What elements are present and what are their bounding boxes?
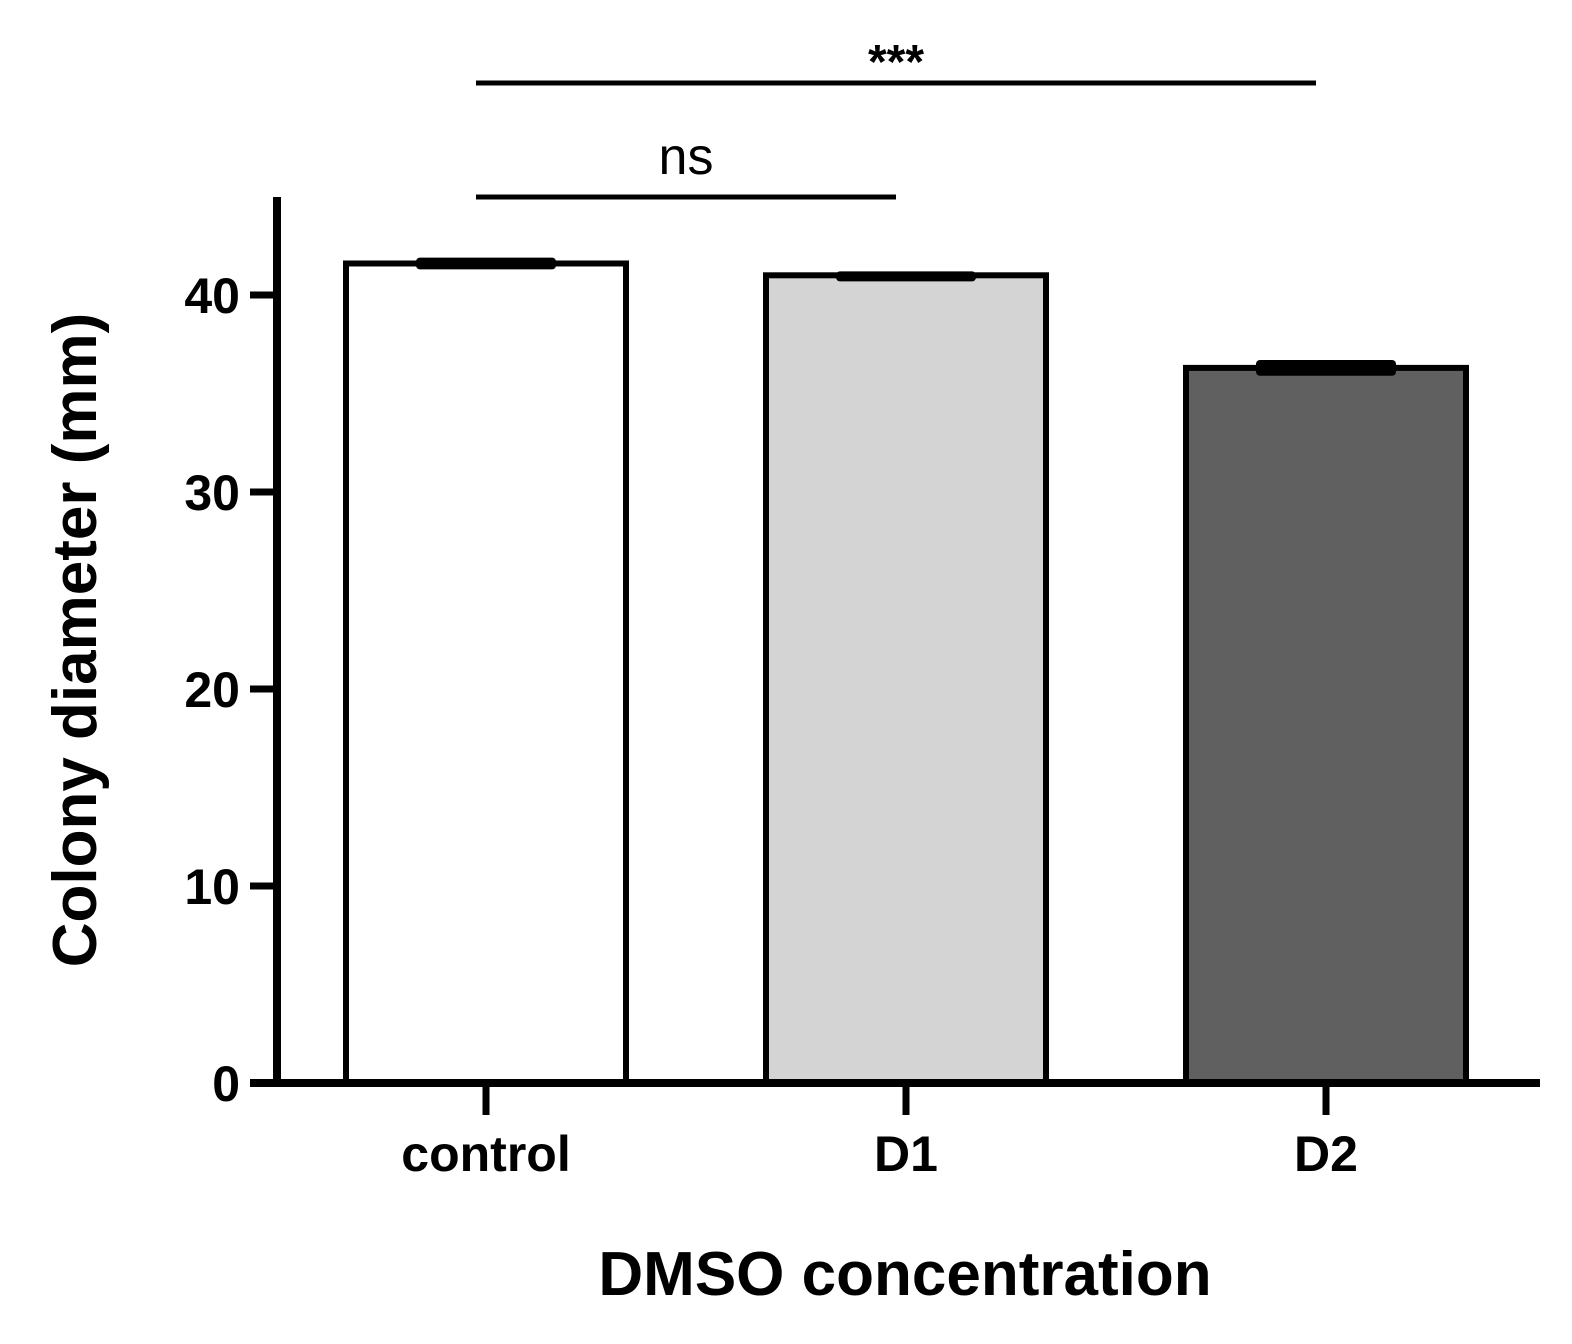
y-tick-label-40: 40 [184, 268, 240, 324]
bars-group [343, 260, 1469, 1087]
bar-d2 [1183, 364, 1469, 1086]
x-tick-label-d2: D2 [1294, 1126, 1358, 1182]
x-tick-label-d1: D1 [874, 1126, 938, 1182]
y-ticks-group: 0 10 20 30 40 [184, 268, 277, 1112]
x-ticks-group: control D1 D2 [401, 1083, 1358, 1182]
y-tick-label-10: 10 [184, 859, 240, 915]
y-tick-label-30: 30 [184, 465, 240, 521]
error-bars-group [416, 257, 1396, 376]
significance-label-2: *** [868, 36, 924, 89]
bar-control [343, 260, 629, 1087]
y-tick-label-0: 0 [212, 1056, 240, 1112]
error-bar-d2 [1256, 360, 1396, 376]
error-bar-control [416, 257, 556, 270]
y-tick-label-20: 20 [184, 662, 240, 718]
bar-d1 [763, 272, 1049, 1086]
significance-group: ns *** [476, 36, 1316, 200]
y-axis-title: Colony diameter (mm) [41, 313, 110, 968]
error-bar-d1 [836, 271, 976, 282]
significance-label-1: ns [659, 128, 714, 186]
x-tick-label-control: control [401, 1126, 570, 1182]
x-axis-title: DMSO concentration [598, 1240, 1211, 1309]
